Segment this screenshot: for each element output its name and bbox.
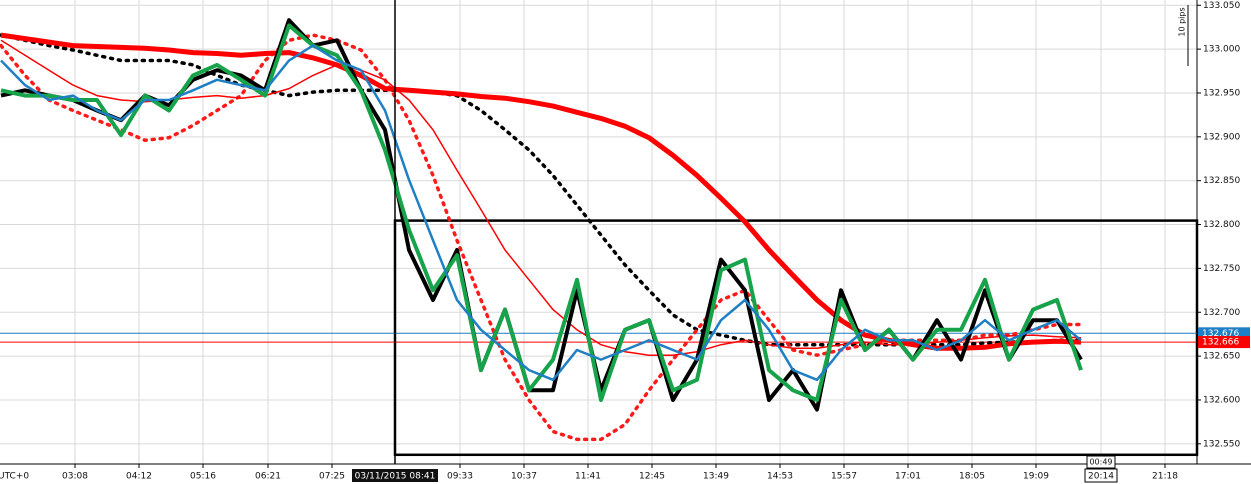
x-tick-label: 05:16 [190,472,216,482]
scale-label: 10 pips [1178,7,1187,36]
plot-area [0,0,1199,464]
x-tick-label: 18:05 [959,472,985,482]
x-tick-label: 10:37 [511,472,537,482]
countdown-box [1086,455,1116,469]
y-tick-label: 132.550 [1203,439,1240,449]
x-tick-label: 04:12 [126,472,152,482]
x-tick-label: 06:21 [255,472,281,482]
grid [0,0,1197,464]
series-line [0,44,1082,382]
countdown-label: 00:49 [1089,458,1112,467]
y-tick-label: 132.950 [1203,88,1240,98]
y-tick-label: 132.650 [1203,352,1240,362]
price-label: 132.666 [1202,338,1239,348]
y-tick-label: 132.800 [1203,220,1240,230]
x-tick-label: 11:41 [575,472,601,482]
y-tick-label: 132.900 [1203,132,1240,142]
y-tick-label: 133.000 [1203,45,1240,55]
x-tick-label: 12:45 [639,472,665,482]
crosshair-label-box [352,469,438,482]
y-tick-label: 133.050 [1203,1,1240,11]
x-tick-label: 20:14 [1088,472,1114,482]
crosshair-label: 03/11/2015 08:41 [355,472,436,482]
timezone-label: UTC+0 [0,472,29,482]
x-tick-label: 17:01 [895,472,921,482]
x-tick-label: 07:25 [319,472,345,482]
price-label-box [1198,336,1250,349]
current-time-box [1084,468,1118,483]
x-tick-label: 13:49 [703,472,729,482]
x-tick-label: 14:53 [767,472,793,482]
y-tick-label: 132.700 [1203,308,1240,318]
x-tick-label: 21:18 [1152,472,1178,482]
y-tick-label: 132.600 [1203,395,1240,405]
x-tick-label: 03:08 [62,472,88,482]
x-tick-label: 09:33 [447,472,473,482]
y-tick-label: 132.850 [1203,176,1240,186]
x-tick-label: 19:09 [1023,472,1049,482]
x-tick-label: 15:57 [831,472,857,482]
y-tick-label: 132.750 [1203,264,1240,274]
price-label: 132.676 [1202,329,1239,339]
